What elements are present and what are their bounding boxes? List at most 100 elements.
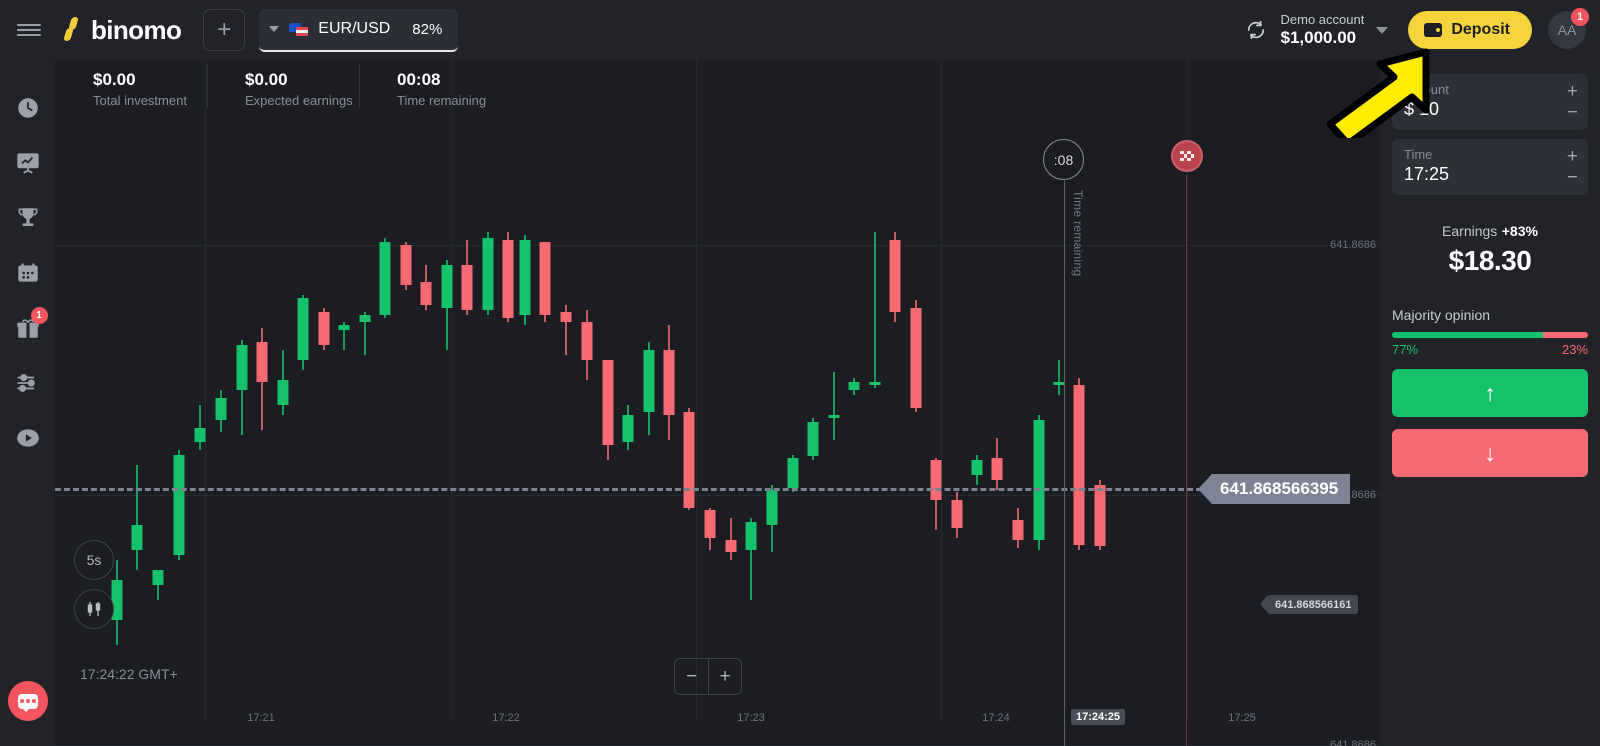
current-price-pill: 641.868566395 (1197, 474, 1351, 504)
majority-opinion-title: Majority opinion (1392, 307, 1491, 323)
candle-body (807, 422, 819, 456)
candle-body (379, 242, 391, 315)
time-value: 17:25 (1404, 164, 1450, 184)
candle-body (461, 265, 473, 310)
candle-body (704, 510, 716, 538)
deposit-button[interactable]: Deposit (1408, 11, 1532, 49)
sidebar-item-tournaments[interactable] (8, 198, 48, 238)
candle-body (889, 240, 901, 312)
majority-opinion-bar (1392, 332, 1588, 338)
asset-selector-tab[interactable]: EUR/USD 82% (259, 8, 459, 52)
candle-body (519, 240, 531, 315)
brand-name: binomo (91, 14, 182, 45)
candle-body (441, 265, 453, 308)
candle-body (622, 415, 634, 442)
candle-body (951, 500, 963, 528)
buy-down-button[interactable]: ↓ (1392, 429, 1588, 477)
candle-body (1094, 485, 1106, 546)
sidebar-item-settings[interactable] (8, 363, 48, 403)
candle-body (152, 570, 164, 585)
price-axis-label: 641.8686 (1330, 739, 1376, 746)
time-axis: 17:21 17:22 17:23 17:24 17:24:25 17:25 (55, 700, 1380, 746)
zoom-controls[interactable]: − + (674, 658, 742, 695)
candle-body (359, 315, 371, 322)
zoom-out-button[interactable]: − (685, 665, 698, 687)
time-increase-button[interactable]: + (1566, 146, 1578, 167)
candle-body (1073, 385, 1085, 545)
earnings-percent: +83% (1501, 223, 1538, 239)
account-selector[interactable]: Demo account $1,000.00 (1280, 12, 1365, 47)
wallet-icon (1424, 23, 1443, 37)
candle-body (602, 360, 614, 445)
majority-down-value: 23% (1561, 342, 1588, 357)
deposit-label: Deposit (1451, 21, 1510, 38)
sidebar-item-videos[interactable] (8, 418, 48, 458)
chart-area[interactable]: $0.00 Total investment $0.00 Expected ea… (55, 60, 1380, 746)
amount-increase-button[interactable]: + (1566, 81, 1578, 102)
binomo-mark-icon (62, 17, 84, 43)
candle-body (848, 382, 860, 390)
candle-body (869, 382, 881, 385)
chat-bubble-icon[interactable] (8, 681, 48, 721)
candle-body (1033, 420, 1045, 540)
time-axis-tick: 17:23 (737, 712, 765, 724)
candle-body (560, 312, 572, 322)
timeframe-button[interactable]: 5s (74, 540, 114, 580)
candle-body (971, 460, 983, 475)
stat-label: Expected earnings (245, 93, 353, 108)
earnings-block: Earnings +83% $18.30 (1392, 223, 1588, 277)
candle-body (581, 322, 593, 360)
time-axis-tick: 17:21 (247, 712, 275, 724)
current-price-dashed-line (55, 488, 1220, 491)
sidebar-item-chart[interactable] (8, 143, 48, 183)
zoom-in-button[interactable]: + (708, 659, 741, 694)
amount-decrease-button[interactable]: − (1566, 102, 1578, 123)
grid-line-vertical (941, 60, 942, 720)
amount-field[interactable]: Amount $ 10 + − (1392, 74, 1588, 130)
stat-value: $0.00 (245, 70, 288, 89)
time-field[interactable]: Time 17:25 + − (1392, 139, 1588, 195)
candle-body (256, 342, 268, 382)
time-axis-tick: 17:25 (1228, 712, 1256, 724)
candle-body (131, 525, 143, 550)
candle-body (910, 308, 922, 408)
candle-body (173, 455, 185, 555)
time-decrease-button[interactable]: − (1566, 167, 1578, 188)
avatar-notification-badge: 1 (1571, 8, 1589, 26)
left-sidebar: 1 (0, 60, 55, 746)
secondary-price-pill: 641.868566161 (1259, 595, 1359, 614)
account-chevron-down-icon[interactable] (1376, 26, 1389, 34)
candle-body (502, 240, 514, 318)
candle-body (991, 458, 1003, 480)
add-asset-button[interactable]: + (203, 9, 246, 51)
candle-body (683, 412, 695, 508)
avatar[interactable]: AA 1 (1548, 8, 1589, 49)
price-axis-label: 641.8686 (1330, 239, 1376, 251)
candle-body (930, 460, 942, 500)
buy-up-button[interactable]: ↑ (1392, 369, 1588, 417)
asset-payout: 82% (412, 20, 443, 38)
sidebar-item-gifts[interactable]: 1 (8, 307, 48, 348)
candlestick-icon[interactable] (74, 589, 114, 629)
hamburger-menu-icon[interactable] (0, 0, 58, 60)
chart-gmt-label: 17:24:22 GMT+ (80, 666, 178, 682)
trade-stats: $0.00 Total investment $0.00 Expected ea… (55, 60, 1380, 118)
sidebar-item-history[interactable] (8, 88, 48, 128)
refresh-icon[interactable] (1241, 15, 1271, 45)
time-label: Time (1404, 147, 1433, 162)
time-axis-tick: 17:22 (492, 712, 520, 724)
grid-line-vertical (451, 60, 452, 720)
majority-down-bar (1542, 332, 1588, 338)
brand-logo: binomo (62, 14, 182, 46)
amount-value: $ 10 (1404, 99, 1440, 119)
top-bar: binomo + EUR/USD 82% Demo account $1,000… (0, 0, 1600, 60)
candle-body (787, 458, 799, 488)
checkered-flag-icon[interactable] (1171, 140, 1203, 172)
account-balance: $1,000.00 (1280, 27, 1357, 47)
grid-line-vertical (205, 60, 206, 720)
candle-body (420, 282, 432, 305)
timer-vertical-line (1064, 178, 1065, 746)
candle-body (1053, 382, 1065, 385)
sidebar-item-calendar[interactable] (8, 253, 48, 293)
